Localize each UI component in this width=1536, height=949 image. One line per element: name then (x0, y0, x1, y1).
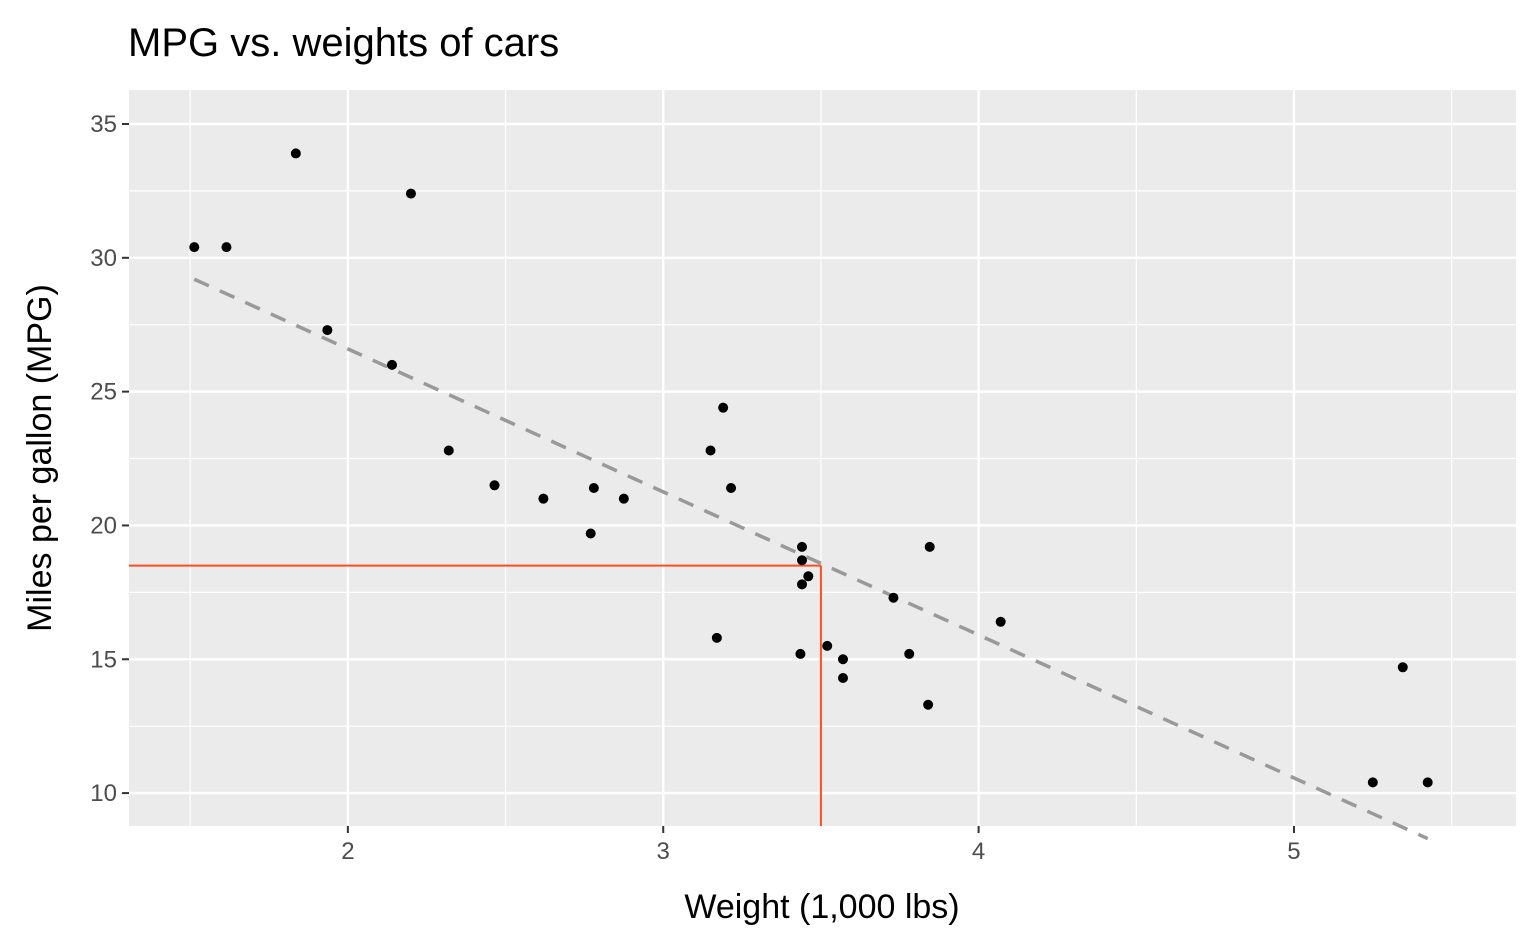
data-point (405, 188, 416, 199)
x-axis-ticks: 2 3 4 5 (341, 826, 1301, 865)
data-point (803, 571, 814, 582)
data-point (837, 654, 848, 665)
data-point (322, 325, 333, 336)
data-point (290, 148, 301, 159)
data-point (837, 672, 848, 683)
data-point (923, 699, 934, 710)
data-point (588, 482, 599, 493)
data-point (822, 640, 833, 651)
data-point (795, 648, 806, 659)
y-tick-label: 35 (90, 111, 117, 138)
x-tick-label: 2 (341, 838, 354, 865)
x-tick-label: 3 (657, 838, 670, 865)
data-point (585, 528, 596, 539)
data-point (904, 648, 915, 659)
data-point (924, 541, 935, 552)
data-point (443, 445, 454, 456)
data-point (797, 579, 808, 590)
data-point (718, 402, 729, 413)
y-tick-label: 30 (90, 245, 117, 272)
data-point (489, 480, 500, 491)
data-point (189, 242, 200, 253)
data-point (797, 555, 808, 566)
major-gridlines (129, 90, 1516, 826)
x-axis-title: Weight (1,000 lbs) (684, 888, 959, 926)
y-tick-label: 25 (90, 379, 117, 406)
minor-gridlines (129, 90, 1516, 826)
y-tick-label: 20 (90, 512, 117, 539)
data-point (618, 493, 629, 504)
chart-title: MPG vs. weights of cars (128, 21, 559, 65)
regression-line (193, 277, 1429, 841)
data-point (726, 482, 737, 493)
data-point (538, 493, 549, 504)
data-point (711, 632, 722, 643)
y-tick-label: 10 (90, 780, 117, 807)
x-tick-label: 4 (972, 838, 985, 865)
x-tick-label: 5 (1287, 838, 1300, 865)
data-point (797, 541, 808, 552)
data-point (1422, 777, 1433, 788)
data-layer (129, 148, 1433, 841)
data-point (995, 616, 1006, 627)
y-axis-title: Miles per gallon (MPG) (21, 284, 59, 632)
data-point (1397, 662, 1408, 673)
data-point (1367, 777, 1378, 788)
data-point (888, 592, 899, 603)
y-tick-label: 15 (90, 646, 117, 673)
data-point (387, 359, 398, 370)
data-point (221, 242, 232, 253)
y-axis-ticks: 10 15 20 25 30 35 (90, 111, 129, 807)
data-point (705, 445, 716, 456)
